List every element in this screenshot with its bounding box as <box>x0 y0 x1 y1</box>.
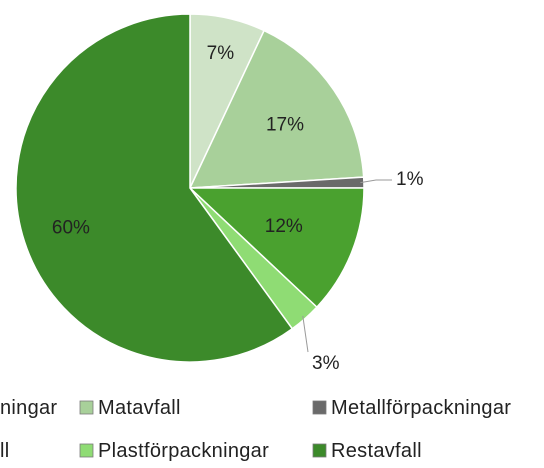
legend-item: Matavfall <box>79 397 181 419</box>
pie-slice <box>15 13 294 363</box>
pie-slice <box>188 187 365 309</box>
data-label: 12% <box>265 216 303 237</box>
legend-item: Restavfall <box>312 440 422 462</box>
legend-label: ll <box>0 440 10 462</box>
pie-slice <box>188 29 365 189</box>
leader-line <box>360 179 392 184</box>
data-labels: 7% 17% 1% 12% 3% 60% <box>52 43 424 374</box>
legend-label: Plastförpackningar <box>98 440 269 462</box>
data-label: 3% <box>312 353 340 374</box>
legend-label: Metallförpackningar <box>331 397 511 419</box>
legend-label: Matavfall <box>98 397 181 419</box>
legend-item: Plastförpackningar <box>79 440 269 462</box>
legend-item: Metallförpackningar <box>312 397 511 419</box>
legend-item: ningar <box>0 397 57 419</box>
leader-line <box>302 315 309 353</box>
legend-item: ll <box>0 440 10 462</box>
legend-swatch <box>312 443 327 458</box>
data-label: 7% <box>207 43 235 64</box>
legend-label: Restavfall <box>331 440 422 462</box>
legend-label: ningar <box>0 397 57 419</box>
data-label: 60% <box>52 218 90 239</box>
data-label: 1% <box>396 169 424 190</box>
pie-slices <box>15 13 365 363</box>
legend-swatch <box>79 400 94 415</box>
data-label: 17% <box>266 115 304 136</box>
legend-swatch <box>312 400 327 415</box>
leader-lines <box>302 179 392 353</box>
legend-swatch <box>79 443 94 458</box>
legend: ningar Matavfall Metallförpackningar ll Plas… <box>0 397 511 462</box>
